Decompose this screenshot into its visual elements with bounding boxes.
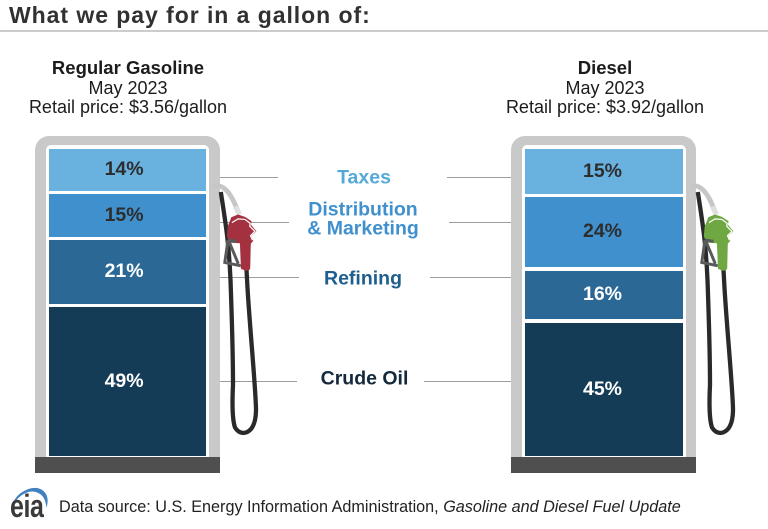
svg-text:eia: eia <box>10 489 45 524</box>
